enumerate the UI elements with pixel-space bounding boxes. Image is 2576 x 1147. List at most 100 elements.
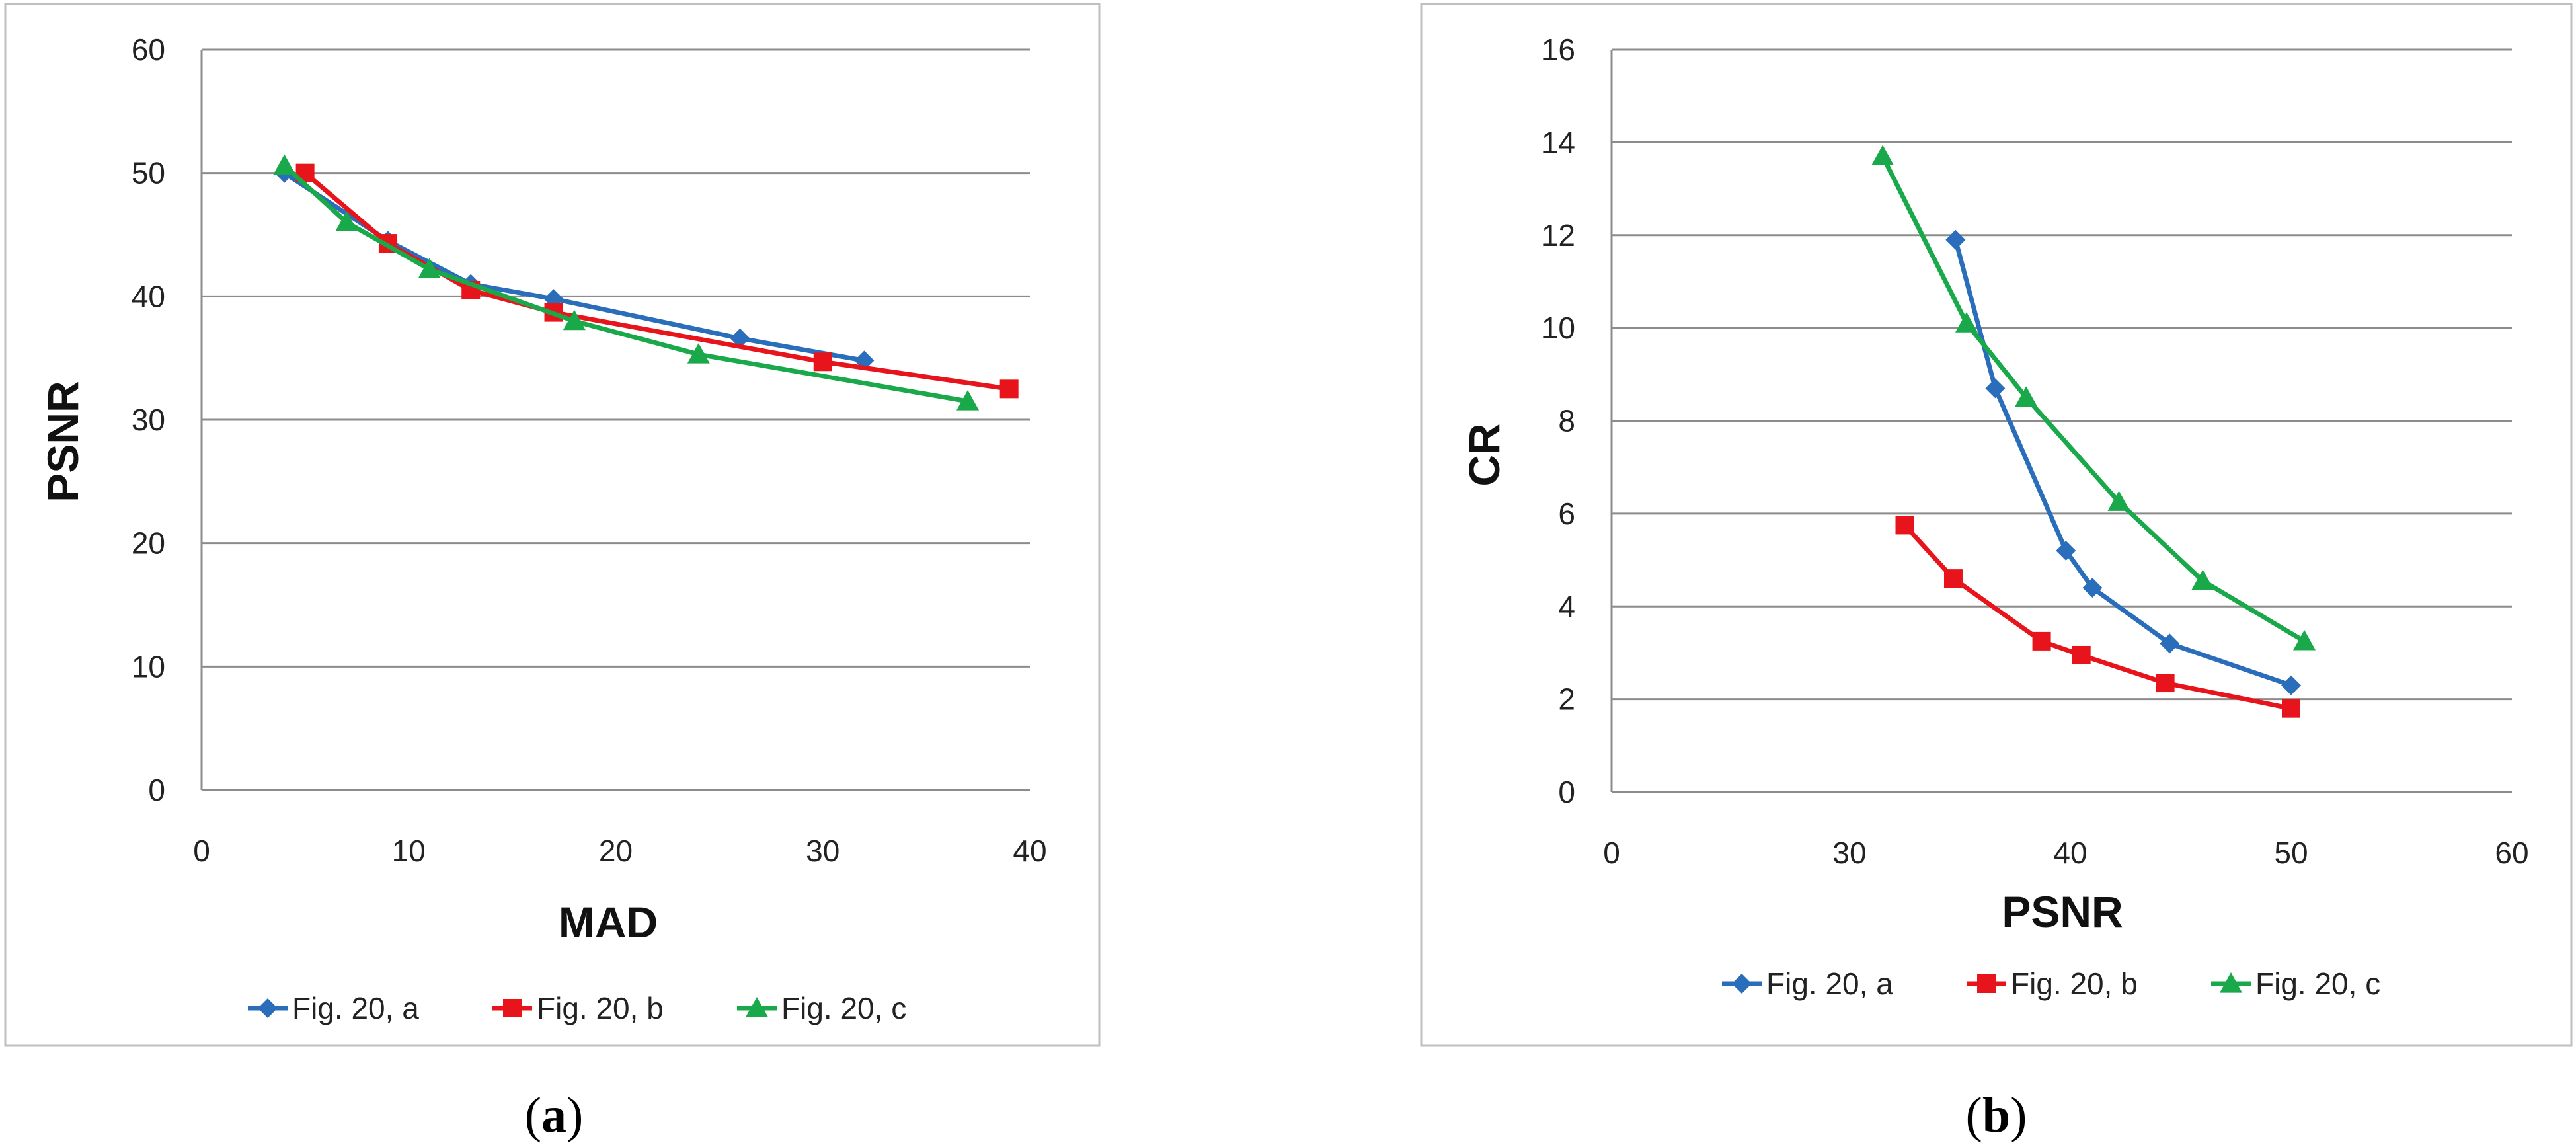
legend-item: Fig. 20, c <box>2211 967 2380 1001</box>
data-point <box>2082 578 2103 598</box>
data-point <box>1943 569 1963 588</box>
y-tick-labels: 0 2 4 6 8 10 12 14 16 <box>1542 32 1575 809</box>
caption-letter: b <box>1982 1088 2010 1143</box>
data-point <box>999 379 1019 399</box>
legend-item: Fig. 20, a <box>1722 967 1893 1001</box>
y-tick-label: 0 <box>148 773 165 807</box>
legend-marker <box>1732 974 1752 994</box>
data-point <box>730 328 750 348</box>
grid-lines <box>200 48 1030 791</box>
data-point <box>1895 516 1914 535</box>
series-square <box>295 163 1019 399</box>
x-tick-labels: 0 30 40 50 60 <box>1603 836 2528 870</box>
legend-item: Fig. 20, a <box>248 991 419 1025</box>
data-point <box>1955 312 1978 333</box>
data-point <box>335 211 358 231</box>
legend-label: Fig. 20, a <box>292 991 419 1025</box>
x-tick-label: 0 <box>193 834 210 868</box>
data-point <box>563 309 586 331</box>
legend-label: Fig. 20, c <box>781 991 906 1025</box>
data-point <box>2160 633 2180 654</box>
x-tick-label: 30 <box>806 834 839 868</box>
legend-label: Fig. 20, c <box>2255 967 2380 1001</box>
caption-close-paren: ) <box>2010 1088 2027 1143</box>
x-tick-label: 30 <box>1832 836 1866 870</box>
y-tick-label: 10 <box>132 649 165 684</box>
legend-marker <box>1977 974 1996 993</box>
y-tick-labels: 0 10 20 30 40 50 60 <box>132 32 165 807</box>
data-point <box>2191 569 2214 590</box>
data-point <box>2281 675 2301 695</box>
data-point <box>418 258 441 278</box>
y-tick-label: 10 <box>1542 311 1575 345</box>
series-square <box>1895 516 2300 718</box>
y-tick-label: 20 <box>132 526 165 561</box>
caption-close-paren: ) <box>566 1088 583 1143</box>
series-triangle <box>1871 145 2316 651</box>
series-line <box>282 163 968 404</box>
y-tick-label: 4 <box>1558 589 1575 623</box>
chart-panel-b: 0 2 4 6 8 10 12 14 16 0 30 40 50 60 CR PSNR Fig. 20,… <box>1420 3 2573 1143</box>
data-point <box>2156 674 2175 693</box>
y-tick-label: 12 <box>1542 218 1575 253</box>
data-point <box>813 352 832 372</box>
data-point <box>2015 386 2038 407</box>
data-point <box>2032 631 2051 651</box>
legend-label: Fig. 20, b <box>537 991 664 1025</box>
y-tick-label: 50 <box>132 156 165 190</box>
panel-caption: (b) <box>1966 1088 2027 1143</box>
chart-border <box>4 3 1101 1047</box>
y-tick-label: 2 <box>1558 682 1575 717</box>
y-tick-label: 40 <box>132 279 165 313</box>
series-line <box>1880 155 2306 643</box>
series-triangle <box>273 154 980 411</box>
y-tick-label: 6 <box>1558 496 1575 531</box>
legend-marker <box>258 998 278 1018</box>
x-tick-label: 0 <box>1603 836 1620 870</box>
x-tick-labels: 0 10 20 30 40 <box>193 834 1046 868</box>
series-line <box>1953 239 2292 688</box>
x-tick-label: 50 <box>2274 836 2308 870</box>
series-diamond <box>1945 229 2301 695</box>
caption-open-paren: ( <box>525 1088 541 1143</box>
y-axis-title: CR <box>1460 423 1508 486</box>
legend-item: Fig. 20, c <box>737 991 906 1025</box>
data-point <box>2072 645 2091 664</box>
caption-letter: a <box>541 1088 566 1143</box>
legend-label: Fig. 20, b <box>2011 967 2138 1001</box>
y-axis-title: PSNR <box>38 381 87 502</box>
series-group <box>1871 145 2316 718</box>
data-point <box>687 343 710 364</box>
y-tick-label: 30 <box>132 403 165 437</box>
chart-border <box>1420 3 2573 1047</box>
grid-lines <box>1610 48 2512 793</box>
data-point <box>1985 378 2006 399</box>
series-group <box>273 154 1019 411</box>
data-point <box>2282 699 2300 718</box>
data-point <box>1945 229 1966 250</box>
legend: Fig. 20, a Fig. 20, b Fig. 20, c <box>248 991 906 1025</box>
y-tick-label: 16 <box>1542 32 1575 67</box>
x-tick-label: 60 <box>2495 836 2528 870</box>
y-tick-label: 14 <box>1542 125 1575 159</box>
x-axis-title: PSNR <box>2002 887 2123 936</box>
x-axis-title: MAD <box>559 898 658 947</box>
caption-open-paren: ( <box>1966 1088 1982 1143</box>
data-point <box>2056 541 2076 561</box>
panel-caption: (a) <box>525 1088 584 1143</box>
data-point <box>1871 145 1894 166</box>
x-tick-label: 40 <box>1013 834 1046 868</box>
data-point <box>956 390 980 411</box>
legend: Fig. 20, a Fig. 20, b Fig. 20, c <box>1722 967 2380 1001</box>
legend-marker <box>746 997 768 1017</box>
y-tick-label: 8 <box>1558 404 1575 438</box>
legend-item: Fig. 20, b <box>1967 967 2138 1001</box>
legend-marker <box>2220 972 2242 993</box>
data-point <box>2107 491 2130 511</box>
y-tick-label: 60 <box>132 32 165 67</box>
chart-panel-a: 0 10 20 30 40 50 60 0 10 20 30 40 PSNR MAD Fig. 20… <box>4 3 1101 1143</box>
data-point <box>273 154 296 175</box>
y-tick-label: 0 <box>1558 775 1575 809</box>
x-tick-label: 40 <box>2053 836 2087 870</box>
